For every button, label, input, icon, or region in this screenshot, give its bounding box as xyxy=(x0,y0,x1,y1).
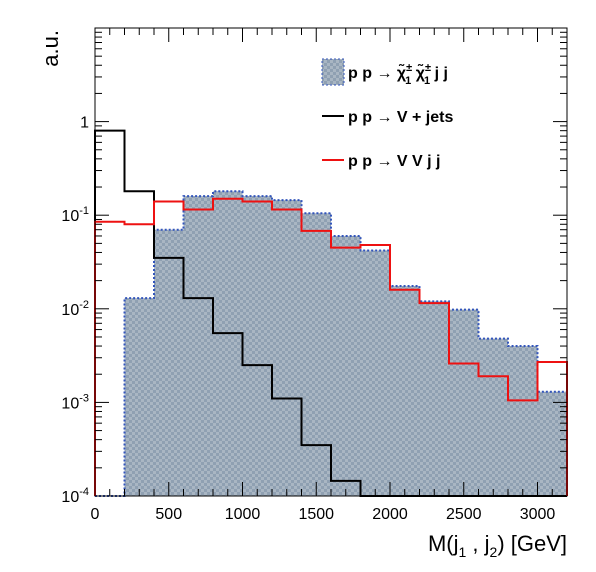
y-tick-label: 10-2 xyxy=(61,299,89,319)
x-axis-title: M(j1 , j2) [GeV] xyxy=(428,531,567,560)
signal-bar xyxy=(508,346,538,496)
x-tick-label: 2000 xyxy=(372,506,408,523)
x-tick-label: 1500 xyxy=(298,506,334,523)
x-tick-label: 2500 xyxy=(446,506,482,523)
y-tick-label: 10-3 xyxy=(61,392,89,412)
signal-bar xyxy=(183,196,213,497)
signal-bar xyxy=(449,309,479,496)
signal-bar xyxy=(331,235,361,497)
signal-bar xyxy=(242,196,272,497)
x-tick-label: 3000 xyxy=(520,506,556,523)
series-line-2 xyxy=(94,197,568,496)
legend-label-2: p p → V V j j xyxy=(348,153,440,170)
legend-swatch-signal xyxy=(321,58,345,86)
y-tick-label: 10-1 xyxy=(61,205,89,225)
legend-label-signal: p p → χ̃± 1 χ̃± 1 j j xyxy=(348,62,448,87)
signal-bar xyxy=(537,391,567,496)
signal-bar xyxy=(478,338,508,496)
signal-bar xyxy=(213,191,243,496)
y-tick-label: 1 xyxy=(80,115,89,132)
legend-label-1: p p → V + jets xyxy=(348,109,453,126)
signal-bar xyxy=(301,213,331,496)
signal-bar xyxy=(390,286,420,496)
signal-bar xyxy=(272,200,302,497)
y-axis-title: a.u. xyxy=(38,30,63,67)
x-tick-label: 1000 xyxy=(225,506,261,523)
y-tick-label: 10-4 xyxy=(61,486,89,506)
signal-bar xyxy=(419,301,449,496)
signal-bar xyxy=(154,229,184,496)
signal-bar xyxy=(360,250,390,496)
signal-bar xyxy=(124,298,154,496)
x-tick-label: 500 xyxy=(155,506,182,523)
x-tick-label: 0 xyxy=(91,506,100,523)
